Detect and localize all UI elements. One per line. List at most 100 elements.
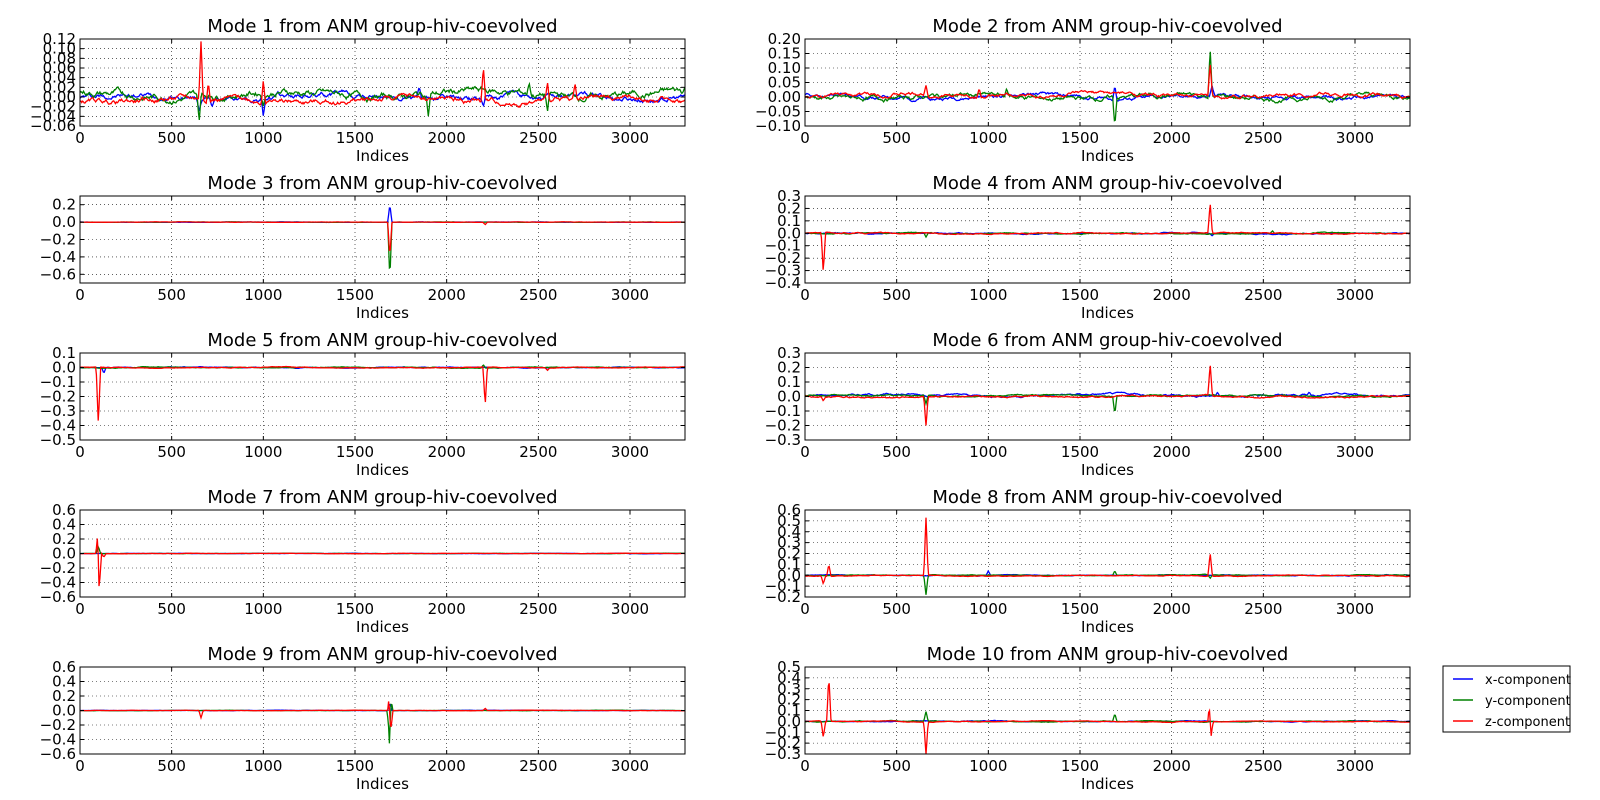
subplot-title: Mode 7 from ANM group-hiv-coevolved	[207, 487, 557, 508]
x-tick-label: 0	[75, 286, 85, 304]
legend: x-component y-component z-component	[1442, 665, 1571, 733]
legend-label-y-component: y-component	[1485, 694, 1571, 709]
y-tick-label: 0.00	[768, 88, 801, 106]
y-tick-label: −0.6	[40, 745, 76, 763]
y-tick-label: 0.6	[52, 501, 76, 519]
subplot-mode-5: 0 500 1000 1500 2000 2500 3000 −0.5−0.4−0.3−0.2…	[40, 330, 686, 479]
x-tick-label: 1000	[244, 286, 282, 304]
series-line-z-component	[805, 64, 1410, 100]
y-tick-label: −0.4	[765, 274, 801, 292]
y-tick-label: −0.3	[40, 402, 76, 420]
x-tick-label: 1500	[336, 443, 374, 461]
y-tick-label: 0.2	[777, 691, 801, 709]
x-tick-label: 0	[800, 757, 810, 775]
subplot-title: Mode 10 from ANM group-hiv-coevolved	[927, 644, 1289, 665]
subplot-mode-10: 0 500 1000 1500 2000 2500 3000−0.3−0.2−0.10.00…	[765, 644, 1411, 793]
y-tick-label: −0.2	[40, 388, 76, 406]
series-line-z-component	[80, 41, 685, 109]
x-axis-label: Indices	[1081, 461, 1134, 479]
subplot-title: Mode 9 from ANM group-hiv-coevolved	[207, 644, 557, 665]
axes-frame	[79, 38, 686, 127]
subplot-mode-7: 0 500 1000 1500 2000 2500 3000−0.6−0.4−0.20.00…	[40, 487, 686, 636]
y-tick-label: 0.0	[52, 545, 76, 563]
x-tick-label: 1500	[1061, 286, 1099, 304]
y-tick-label: −0.4	[40, 417, 76, 435]
subplots-container: 0 500 1000 1500 2000 2500 3000−0.06−0.04−0.020…	[30, 16, 1411, 793]
y-tick-label: 0.12	[43, 30, 76, 48]
y-tick-label: −0.3	[765, 745, 801, 763]
y-tick-label: 0.0	[777, 388, 801, 406]
x-tick-label: 1000	[244, 129, 282, 147]
subplot-mode-8: 0 500 1000 1500 2000 2500 3000−0.2−0.10.00.10.…	[765, 487, 1411, 636]
y-tick-label: −0.1	[40, 373, 76, 391]
x-tick-label: 1500	[1061, 129, 1099, 147]
x-tick-label: 500	[882, 757, 911, 775]
subplot-title: Mode 2 from ANM group-hiv-coevolved	[932, 16, 1282, 37]
subplot-mode-2: 0 500 1000 1500 2000 2500 3000−0.10−0.050.000.…	[755, 16, 1411, 165]
y-tick-label: −0.1	[765, 577, 801, 595]
y-tick-label: 0.08	[43, 49, 76, 67]
legend-label-x-component: x-component	[1485, 673, 1571, 688]
y-tick-label: 0.1	[777, 702, 801, 720]
subplot-title: Mode 6 from ANM group-hiv-coevolved	[932, 330, 1282, 351]
x-tick-label: 2000	[428, 757, 466, 775]
y-tick-label: −0.4	[40, 248, 76, 266]
subplot-mode-6: 0 500 1000 1500 2000 2500 3000−0.3−0.2−0.10.00…	[765, 330, 1411, 479]
x-tick-label: 1500	[336, 286, 374, 304]
y-tick-label: 0.0	[52, 213, 76, 231]
y-tick-label: 0.2	[52, 196, 76, 214]
series-line-x-component	[80, 87, 685, 116]
x-axis-label: Indices	[356, 618, 409, 636]
x-tick-label: 1500	[336, 757, 374, 775]
x-tick-label: 3000	[1336, 757, 1374, 775]
y-tick-label: −0.1	[765, 402, 801, 420]
x-tick-label: 500	[882, 600, 911, 618]
x-tick-label: 2000	[1153, 286, 1191, 304]
y-tick-label: −0.4	[40, 731, 76, 749]
y-tick-label: −0.2	[40, 559, 76, 577]
x-axis-label: Indices	[356, 147, 409, 165]
y-tick-label: −0.2	[765, 588, 801, 606]
x-tick-label: 1500	[1061, 600, 1099, 618]
y-tick-label: 0.2	[52, 687, 76, 705]
y-tick-label: 0.2	[777, 545, 801, 563]
y-tick-label: −0.05	[755, 103, 801, 121]
x-tick-label: 3000	[611, 600, 649, 618]
y-tick-label: −0.1	[765, 237, 801, 255]
x-tick-label: 500	[157, 757, 186, 775]
subplot-title: Mode 5 from ANM group-hiv-coevolved	[207, 330, 557, 351]
x-tick-label: 500	[882, 286, 911, 304]
y-tick-label: 0.0	[777, 566, 801, 584]
series-line-y-component	[805, 393, 1410, 412]
x-axis-label: Indices	[1081, 618, 1134, 636]
x-tick-label: 1500	[1061, 757, 1099, 775]
y-tick-label: 0.15	[768, 45, 801, 63]
y-tick-label: −0.10	[755, 117, 801, 135]
y-tick-label: −0.3	[765, 262, 801, 280]
x-tick-label: 3000	[611, 129, 649, 147]
x-tick-label: 2000	[1153, 129, 1191, 147]
y-tick-label: 0.4	[52, 673, 76, 691]
y-tick-label: 0.10	[43, 40, 76, 58]
y-tick-label: −0.2	[765, 417, 801, 435]
x-axis-label: Indices	[356, 461, 409, 479]
series-line-z-component	[80, 701, 685, 727]
legend-label-z-component: z-component	[1485, 715, 1570, 730]
y-tick-label: −0.3	[765, 431, 801, 449]
x-tick-label: 3000	[611, 757, 649, 775]
subplot-title: Mode 8 from ANM group-hiv-coevolved	[932, 487, 1282, 508]
x-tick-label: 1000	[969, 129, 1007, 147]
axes-frame	[804, 195, 1411, 284]
x-tick-label: 2500	[1244, 757, 1282, 775]
x-tick-label: 500	[882, 129, 911, 147]
subplot-title: Mode 3 from ANM group-hiv-coevolved	[207, 173, 557, 194]
y-tick-label: −0.2	[765, 734, 801, 752]
y-tick-label: −0.02	[30, 98, 76, 116]
y-tick-label: −0.2	[40, 716, 76, 734]
y-tick-label: −0.5	[40, 431, 76, 449]
y-tick-label: −0.06	[30, 117, 76, 135]
series-line-y-component	[805, 51, 1410, 122]
x-tick-label: 2000	[1153, 600, 1191, 618]
subplot-mode-3: 0 500 1000 1500 2000 2500 3000 −0.6−0.4−0.20.00…	[40, 173, 686, 322]
x-tick-label: 1500	[1061, 443, 1099, 461]
